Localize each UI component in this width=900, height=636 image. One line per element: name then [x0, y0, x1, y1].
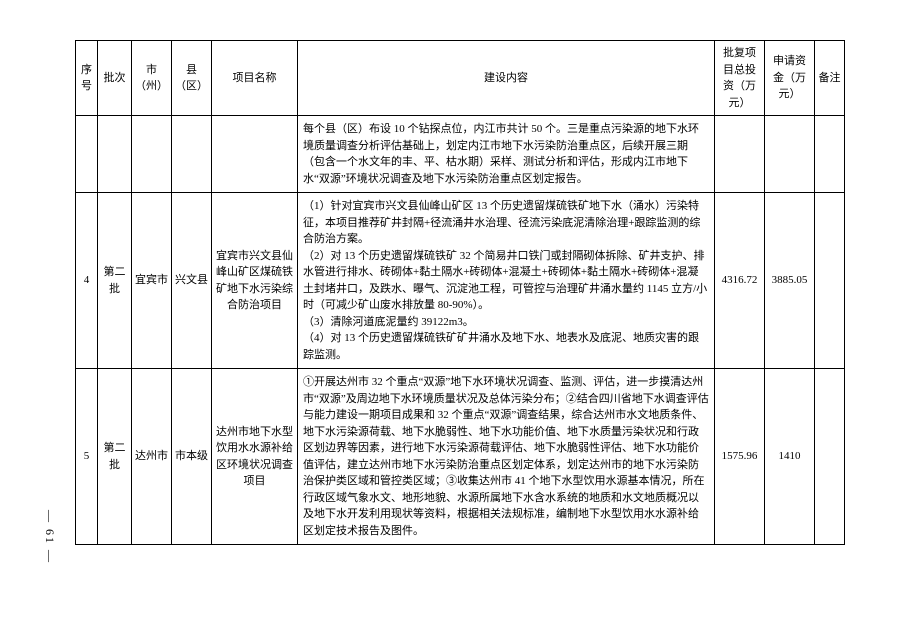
cell-county: 市本级 — [172, 369, 212, 545]
col-city: 市（州） — [132, 41, 172, 116]
cell-inv — [715, 116, 765, 193]
cell-county: 兴文县 — [172, 193, 212, 369]
cell-fund: 3885.05 — [765, 193, 815, 369]
cell-batch — [98, 116, 132, 193]
cell-city: 宜宾市 — [132, 193, 172, 369]
table-body: 每个县（区）布设 10 个钻探点位，内江市共计 50 个。三是重点污染源的地下水… — [76, 116, 845, 545]
cell-inv: 1575.96 — [715, 369, 765, 545]
cell-idx — [76, 116, 98, 193]
document-page: 序号 批次 市（州） 县（区） 项目名称 建设内容 批复项目总投资（万元） 申请… — [0, 0, 900, 636]
cell-remark — [815, 193, 845, 369]
col-remark: 备注 — [815, 41, 845, 116]
col-inv: 批复项目总投资（万元） — [715, 41, 765, 116]
col-idx: 序号 — [76, 41, 98, 116]
col-fund: 申请资金（万元） — [765, 41, 815, 116]
cell-city: 达州市 — [132, 369, 172, 545]
table-row: 4 第二批 宜宾市 兴文县 宜宾市兴文县仙峰山矿区煤硫铁矿地下水污染综合防治项目… — [76, 193, 845, 369]
col-name: 项目名称 — [212, 41, 298, 116]
cell-batch: 第二批 — [98, 193, 132, 369]
cell-idx: 4 — [76, 193, 98, 369]
cell-content: （1）针对宜宾市兴文县仙峰山矿区 13 个历史遗留煤硫铁矿地下水（涌水）污染特征… — [298, 193, 715, 369]
col-county: 县（区） — [172, 41, 212, 116]
cell-city — [132, 116, 172, 193]
carryover-row: 每个县（区）布设 10 个钻探点位，内江市共计 50 个。三是重点污染源的地下水… — [76, 116, 845, 193]
cell-content: ①开展达州市 32 个重点“双源”地下水环境状况调查、监测、评估，进一步摸清达州… — [298, 369, 715, 545]
cell-fund — [765, 116, 815, 193]
cell-fund: 1410 — [765, 369, 815, 545]
cell-inv: 4316.72 — [715, 193, 765, 369]
cell-name: 达州市地下水型饮用水水源补给区环境状况调查项目 — [212, 369, 298, 545]
col-content: 建设内容 — [298, 41, 715, 116]
table-header-row: 序号 批次 市（州） 县（区） 项目名称 建设内容 批复项目总投资（万元） 申请… — [76, 41, 845, 116]
project-table: 序号 批次 市（州） 县（区） 项目名称 建设内容 批复项目总投资（万元） 申请… — [75, 40, 845, 545]
col-batch: 批次 — [98, 41, 132, 116]
cell-name: 宜宾市兴文县仙峰山矿区煤硫铁矿地下水污染综合防治项目 — [212, 193, 298, 369]
cell-name — [212, 116, 298, 193]
cell-remark — [815, 116, 845, 193]
table-row: 5 第二批 达州市 市本级 达州市地下水型饮用水水源补给区环境状况调查项目 ①开… — [76, 369, 845, 545]
cell-county — [172, 116, 212, 193]
cell-remark — [815, 369, 845, 545]
cell-batch: 第二批 — [98, 369, 132, 545]
page-number: — 61 — — [42, 510, 57, 564]
cell-idx: 5 — [76, 369, 98, 545]
cell-content: 每个县（区）布设 10 个钻探点位，内江市共计 50 个。三是重点污染源的地下水… — [298, 116, 715, 193]
